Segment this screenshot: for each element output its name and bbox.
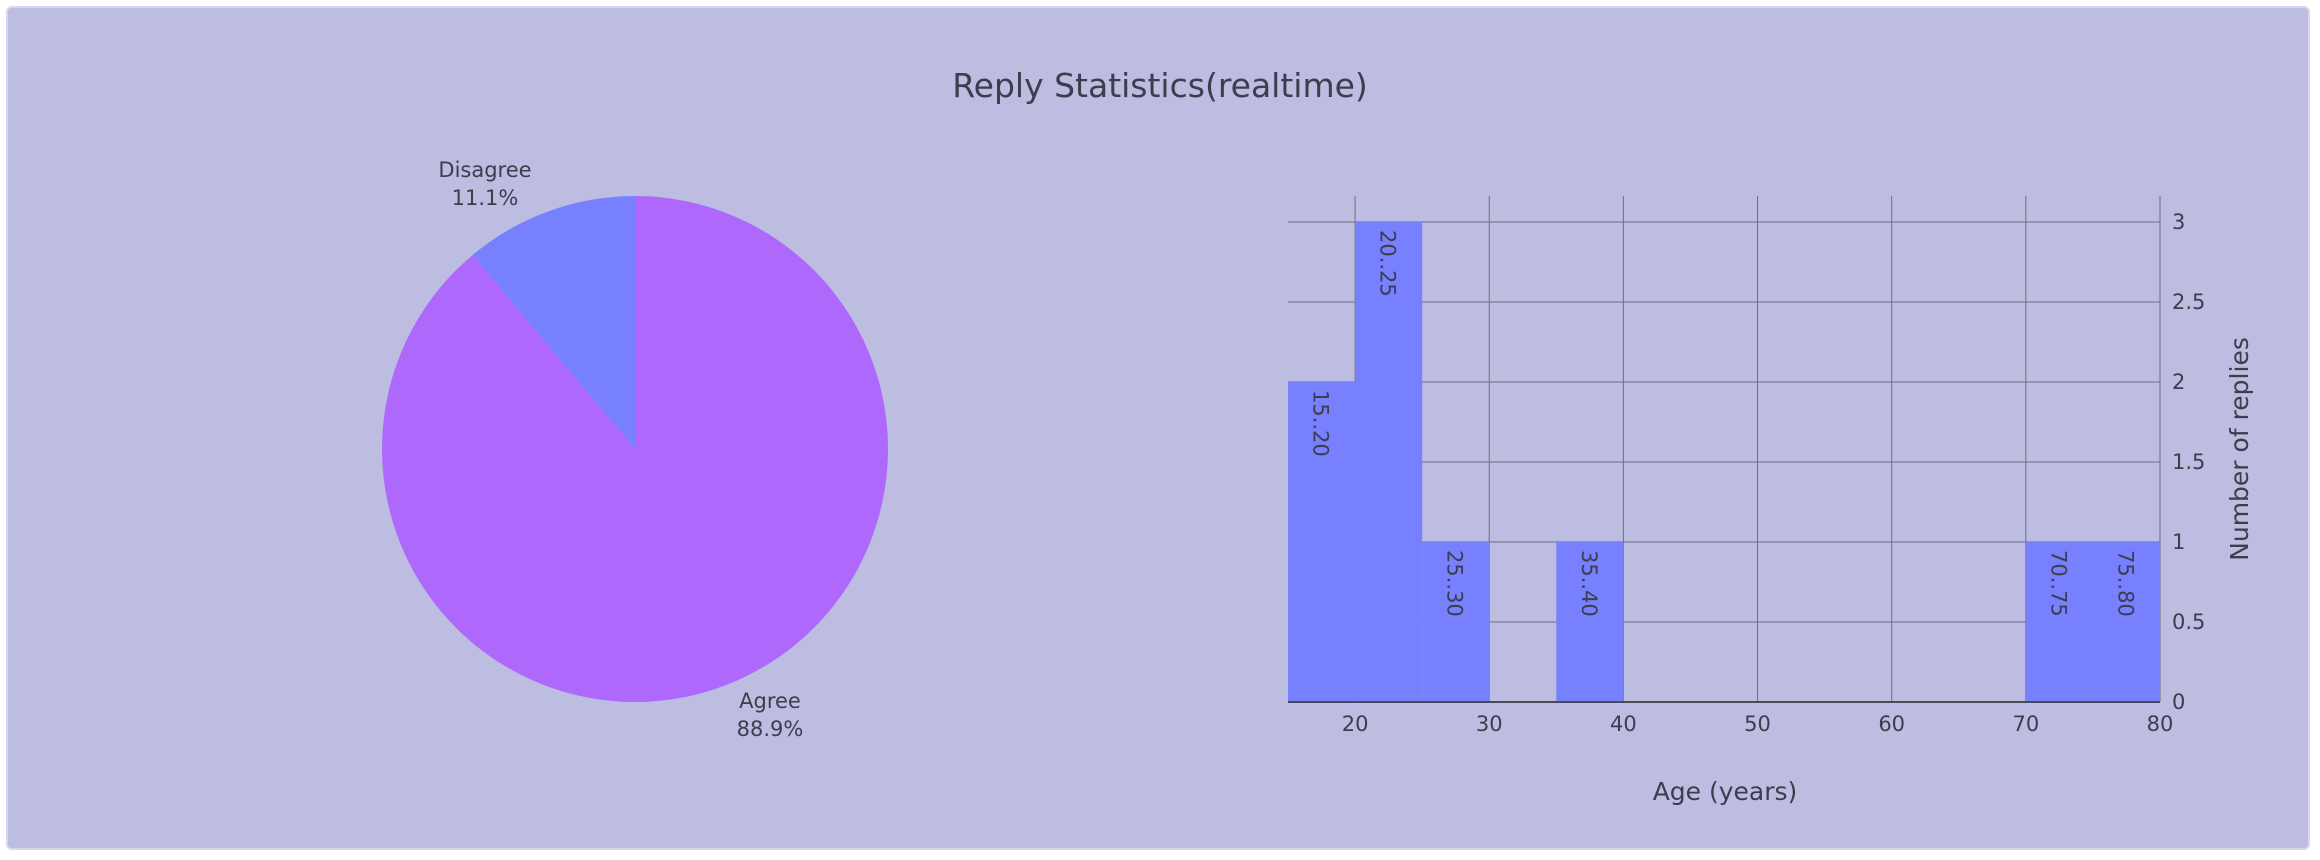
x-tick-label: 20: [1342, 712, 1369, 736]
pie-label-agree: Agree: [739, 689, 801, 713]
histogram-bar: [2092, 542, 2160, 702]
histogram-bar: [2025, 542, 2093, 702]
histogram-bar: [1355, 222, 1423, 702]
bar-label: 35..40: [1577, 550, 1601, 617]
y-tick-label: 0.5: [2172, 610, 2205, 634]
pie-percent-disagree: 11.1%: [452, 186, 519, 210]
pie-label-disagree: Disagree: [438, 158, 531, 182]
bar-label: 15..20: [1309, 390, 1333, 457]
pie-slice-disagree: [472, 196, 635, 449]
bar-label: 20..25: [1376, 230, 1400, 297]
y-tick-label: 2: [2172, 370, 2185, 394]
x-tick-label: 80: [2147, 712, 2174, 736]
y-tick-label: 3: [2172, 210, 2185, 234]
y-tick-label: 0: [2172, 690, 2185, 714]
x-axis-title: Age (years): [1653, 777, 1798, 806]
y-tick-label: 2.5: [2172, 290, 2205, 314]
pie-slice-agree: [381, 196, 888, 702]
x-tick-label: 60: [1878, 712, 1905, 736]
histogram-bar: [1422, 542, 1490, 702]
chart-title: Reply Statistics(realtime): [952, 66, 1368, 105]
pie-percent-agree: 88.9%: [737, 717, 804, 741]
bar-label: 70..75: [2046, 550, 2070, 617]
x-tick-label: 70: [2012, 712, 2039, 736]
x-tick-label: 40: [1610, 712, 1637, 736]
histogram-bar: [1288, 382, 1356, 702]
x-tick-label: 50: [1744, 712, 1771, 736]
y-tick-label: 1: [2172, 530, 2185, 554]
bar-label: 75..80: [2113, 550, 2137, 617]
histogram-bar: [1556, 542, 1624, 702]
bar-label: 25..30: [1443, 550, 1467, 617]
y-tick-label: 1.5: [2172, 450, 2205, 474]
y-axis-title: Number of replies: [2225, 337, 2254, 561]
x-tick-label: 30: [1476, 712, 1503, 736]
